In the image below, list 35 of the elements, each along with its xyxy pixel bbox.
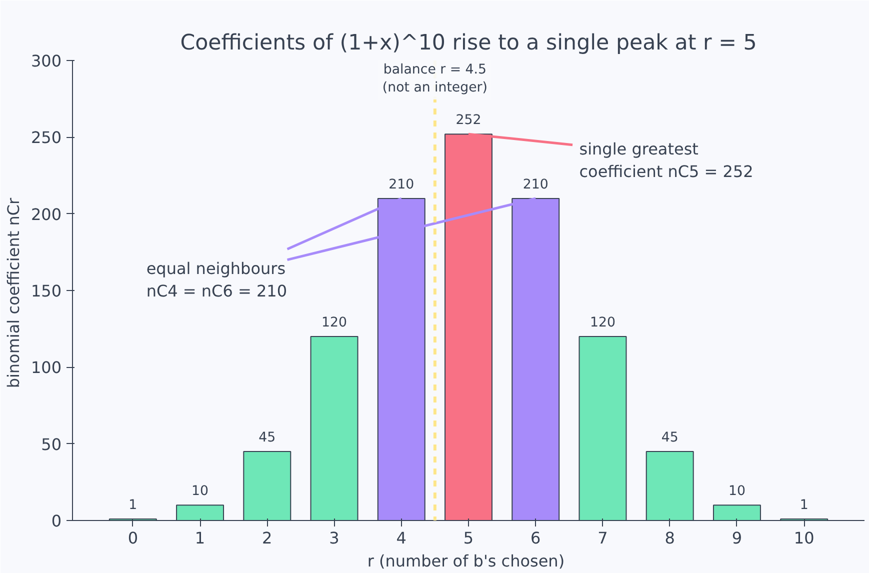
x-axis-title: r (number of b's chosen) [367, 552, 565, 570]
x-tick-label: 4 [396, 528, 406, 548]
chart-title: Coefficients of (1+x)^10 rise to a single peak at r = 5 [180, 30, 757, 56]
annotation: equal neighbours nC4 = nC6 = 210 [146, 258, 288, 301]
y-tick-label: 0 [51, 512, 62, 530]
y-tick-label: 150 [30, 282, 62, 300]
x-tick-label: 1 [194, 528, 206, 548]
x-tick-label: 9 [732, 528, 742, 548]
y-tick-label: 100 [30, 358, 62, 378]
y-tick-label: 300 [30, 52, 62, 70]
data-label: 252 [456, 113, 482, 128]
data-label: 45 [661, 430, 678, 446]
data-label: 210 [522, 178, 548, 192]
x-tick-label: 5 [463, 528, 474, 548]
data-label: 10 [728, 484, 746, 500]
data-label: 210 [388, 178, 414, 192]
x-tick-label: 2 [262, 528, 272, 548]
y-tick-label: 50 [41, 434, 62, 454]
y-tick-label: 250 [30, 128, 62, 148]
data-label: 120 [590, 316, 616, 330]
x-tick-label: 0 [128, 528, 138, 548]
y-axis-title: binomial coefficient nCr [4, 197, 23, 388]
annotation: single greatest coefficient nC5 = 252 [579, 139, 754, 182]
data-label: 1 [800, 498, 808, 513]
y-tick-label: 200 [30, 204, 62, 224]
ref-line-label: balance r = 4.5 (not an integer) [382, 62, 488, 96]
data-label: 1 [128, 498, 138, 513]
data-label: 10 [192, 484, 209, 500]
x-tick-label: 8 [664, 528, 675, 548]
x-tick-label: 6 [530, 528, 541, 548]
data-label: 120 [322, 316, 347, 330]
x-tick-label: 3 [329, 528, 340, 548]
x-tick-label: 7 [598, 528, 608, 548]
data-label: 45 [258, 430, 276, 446]
x-tick-label: 10 [794, 528, 814, 548]
